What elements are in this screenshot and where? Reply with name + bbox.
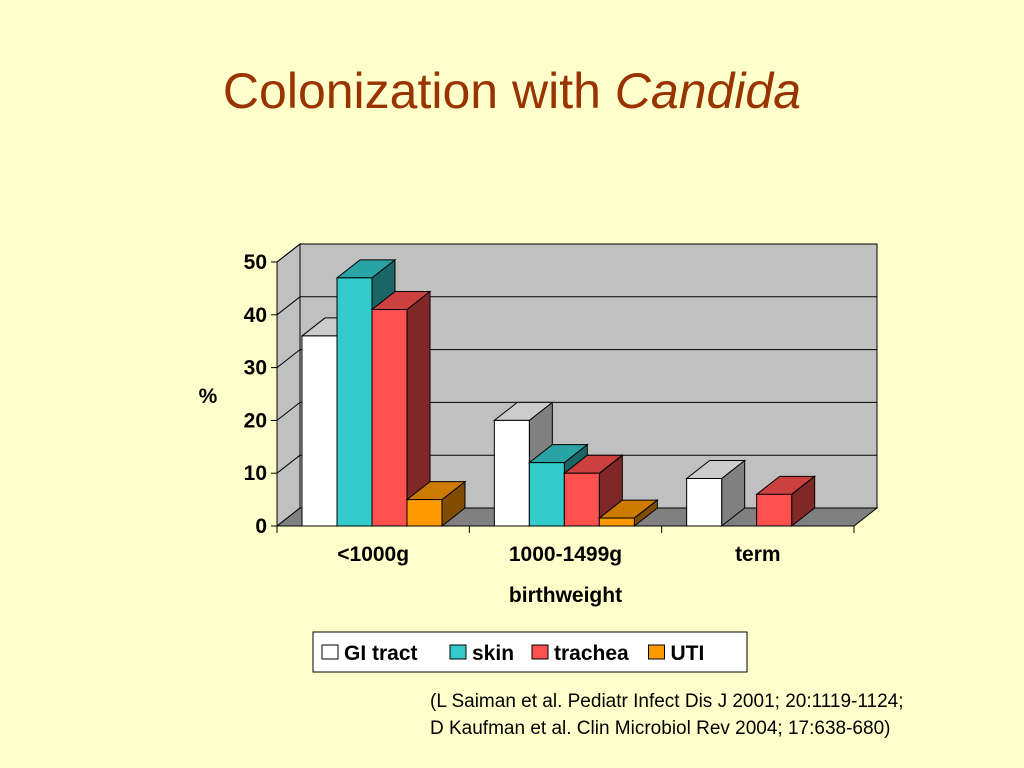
bar [493,419,530,527]
bar [336,277,373,527]
bar [756,493,793,527]
gridline-side [276,402,301,421]
citation-line-1: (L Saiman et al. Pediatr Infect Dis J 20… [430,691,904,712]
y-tick-label: 50 [244,251,267,274]
bar [598,517,635,527]
bar [301,335,338,527]
gridline-side [276,296,301,316]
legend-swatch [531,644,549,660]
y-axis-title: % [199,385,218,408]
side-wall [276,242,301,528]
legend-swatch [648,644,665,660]
legend-label: trachea [554,642,629,665]
y-tick-label: 0 [255,515,267,538]
y-tick-label: 20 [244,409,267,432]
legend-label: GI tract [344,642,418,665]
gridline-side [276,454,301,474]
gridline-side [276,243,301,263]
citation-line-2: D Kaufman et al. Clin Microbiol Rev 2004… [430,718,891,739]
y-tick-label: 40 [244,304,267,327]
bar [406,499,443,527]
x-tick-label: <1000g [337,543,409,566]
bar [563,472,600,527]
legend [312,631,748,673]
title-italic: Candida [614,63,802,119]
legend-swatch [449,644,467,660]
x-tick-label: term [735,543,781,566]
x-tick-label: 1000-1499g [509,543,622,566]
y-tick-label: 10 [244,462,267,485]
x-axis-title: birthweight [509,584,622,607]
bar [371,309,408,527]
legend-label: skin [472,642,514,665]
bar [528,462,565,527]
bar [686,477,723,527]
y-tick-label: 30 [244,357,267,380]
title-main: Colonization with [222,63,615,119]
gridline-side [276,349,301,368]
slide-title: Colonization with Candida [0,62,1024,120]
citation: (L Saiman et al. Pediatr Infect Dis J 20… [430,688,904,742]
legend-label: UTI [671,642,705,665]
legend-swatch [321,644,339,660]
